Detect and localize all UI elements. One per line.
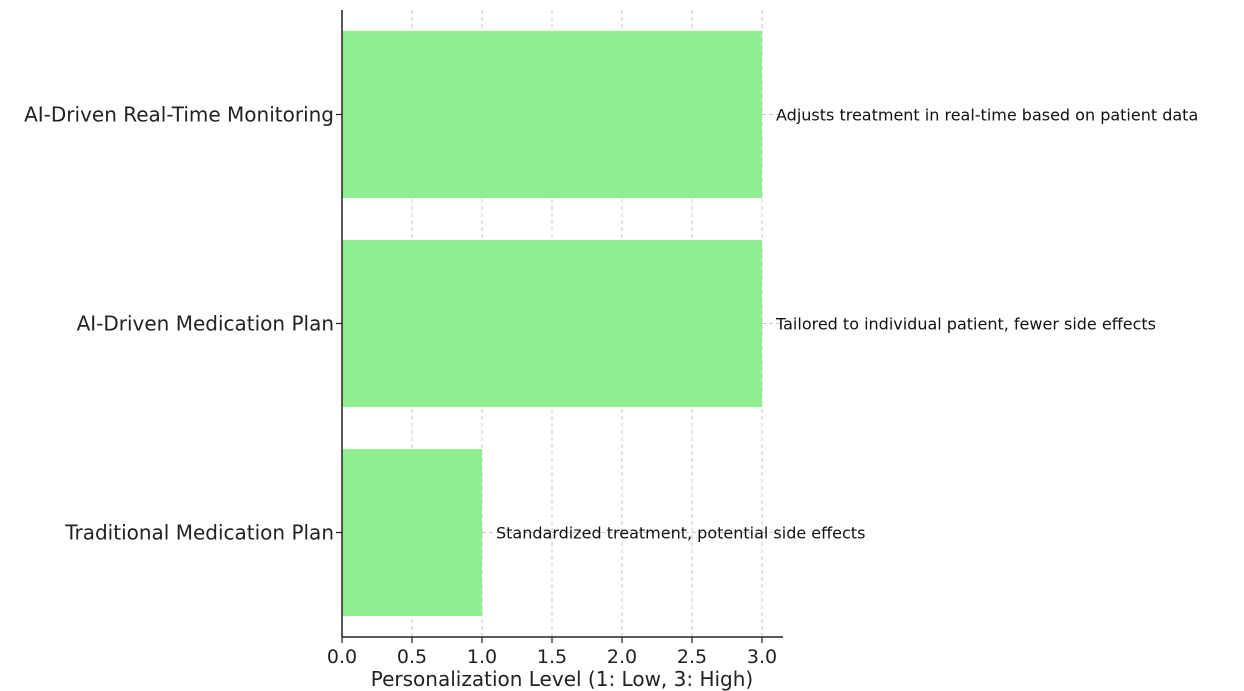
bar [342, 239, 762, 408]
bar [342, 448, 482, 617]
bar [342, 30, 762, 199]
category-label: Traditional Medication Plan [64, 521, 334, 545]
x-tick-label: 3.0 [747, 646, 777, 668]
x-tick-label: 0.0 [327, 646, 357, 668]
x-tick-label: 1.5 [537, 646, 567, 668]
x-tick-label: 2.5 [677, 646, 707, 668]
x-tick-label: 2.0 [607, 646, 637, 668]
x-axis-title: Personalization Level (1: Low, 3: High) [371, 667, 753, 691]
bar-layer [342, 30, 762, 617]
bar-annotation: Tailored to individual patient, fewer si… [775, 315, 1156, 334]
bar-annotation: Adjusts treatment in real-time based on … [776, 106, 1198, 125]
category-label: AI-Driven Medication Plan [77, 312, 334, 336]
bar-annotation: Standardized treatment, potential side e… [496, 524, 865, 543]
x-tick-label: 1.0 [467, 646, 497, 668]
label-layer: 0.0 0.5 1.0 1.5 2.0 2.5 3.0 AI-Driven Real-Time… [24, 103, 1198, 669]
axis-layer [336, 10, 783, 643]
x-tick-label: 0.5 [397, 646, 427, 668]
category-label: AI-Driven Real-Time Monitoring [24, 103, 334, 127]
